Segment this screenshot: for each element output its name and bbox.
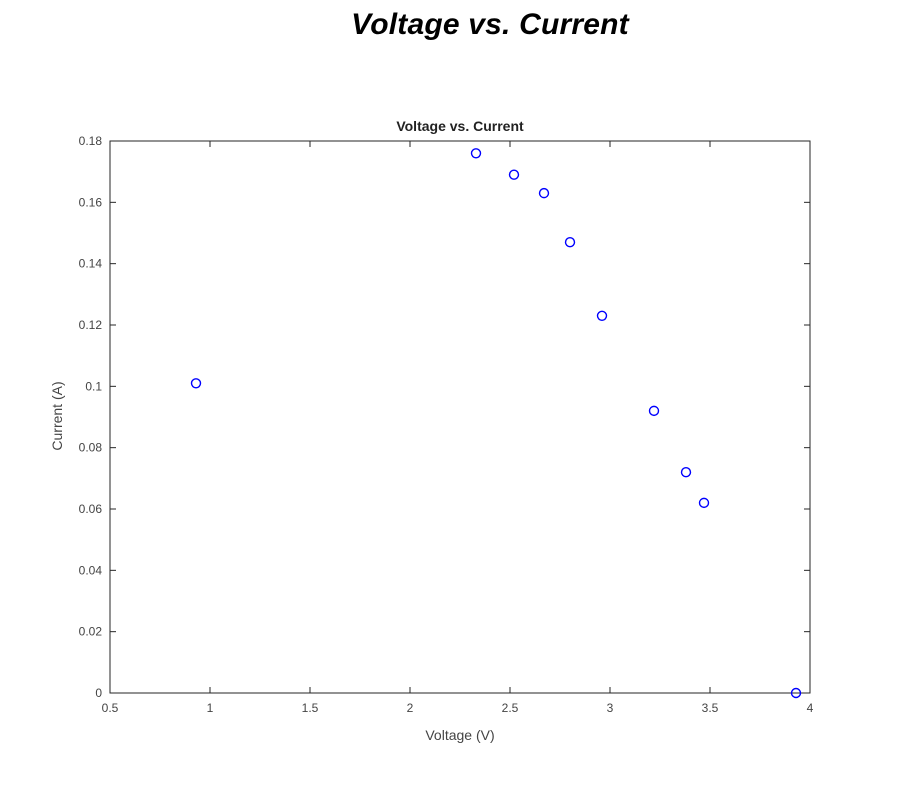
y-tick-label: 0 [95,686,102,700]
data-point [470,148,482,159]
y-axis-label: Current (A) [49,381,65,450]
data-point [508,169,520,180]
page-title: Voltage vs. Current [351,8,629,41]
x-tick-label: 3.5 [702,701,719,715]
x-axis-label: Voltage (V) [425,727,494,743]
y-tick-label: 0.08 [79,441,103,455]
y-tick-label: 0.12 [79,318,103,332]
x-tick-label: 4 [807,701,814,715]
y-tick-label: 0.14 [79,257,103,271]
y-tick-label: 0.06 [79,502,103,516]
x-tick-label: 3 [607,701,614,715]
data-point [680,467,692,478]
y-tick-label: 0.16 [79,195,103,209]
data-point [190,378,202,389]
data-point [538,187,550,199]
y-tick-label: 0.18 [79,134,103,148]
data-points [190,148,802,699]
x-tick-label: 1 [207,701,214,715]
x-tick-label: 1.5 [302,701,319,715]
x-tick-label: 2.5 [502,701,519,715]
y-tick-label: 0.04 [79,563,103,577]
x-tick-label: 2 [407,701,414,715]
x-tick-label: 0.5 [102,701,119,715]
chart-title: Voltage vs. Current [396,118,524,134]
data-point [790,687,802,699]
data-point [698,497,710,509]
data-point [564,236,576,248]
data-point [648,405,660,417]
y-tick-label: 0.1 [85,379,102,393]
plot-frame [109,140,811,694]
ticks: 0.5 1 1.5 2 2.5 3 3.5 4 0 0.02 0.04 0.06 0.08 0.1 0.12… [79,134,814,715]
data-point [596,310,608,321]
axes [109,140,811,694]
y-tick-label: 0.02 [79,625,103,639]
